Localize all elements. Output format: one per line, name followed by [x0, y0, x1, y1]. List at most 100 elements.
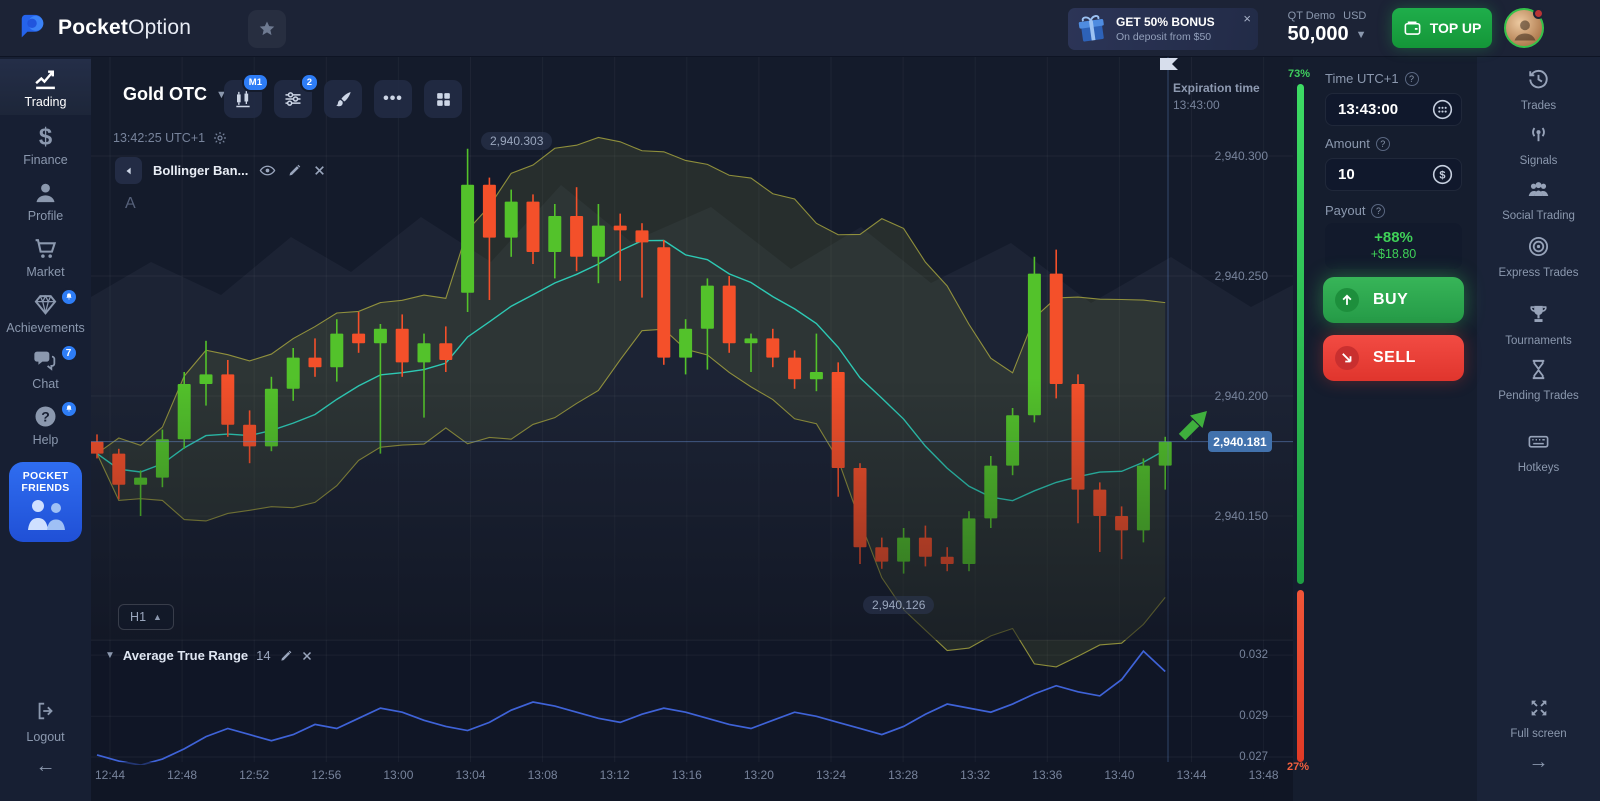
expiration-time: 13:43:00 — [1173, 98, 1220, 112]
time-picker-icon[interactable] — [1432, 99, 1453, 120]
pocket-friends-card[interactable]: POCKET FRIENDS — [9, 462, 82, 542]
rail-item-pending-trades[interactable]: Pending Trades — [1477, 358, 1600, 403]
gear-icon[interactable] — [213, 131, 227, 145]
rail-item-hotkeys[interactable]: Hotkeys — [1477, 430, 1600, 475]
asset-selector[interactable]: Gold OTC ▼ — [123, 84, 227, 104]
x-axis-tick: 13:08 — [527, 768, 558, 782]
x-axis-tick: 13:04 — [455, 768, 486, 782]
expiration-flag-icon — [1160, 58, 1178, 70]
trade-panel: Time UTC+1 ? 13:43:00 Amount ? 10 $ Payo… — [1310, 57, 1477, 801]
edit-indicator-button[interactable] — [287, 163, 302, 178]
collapse-indicator-icon[interactable]: ▼ — [105, 650, 115, 661]
amount-hint-icon[interactable]: ? — [1375, 136, 1390, 151]
more-tools-button[interactable]: ••• — [374, 80, 412, 118]
x-axis-tick: 12:52 — [239, 768, 270, 782]
rail-item-trades[interactable]: Trades — [1477, 68, 1600, 113]
time-hint-icon[interactable]: ? — [1404, 71, 1419, 86]
payout-label: Payout — [1325, 203, 1366, 218]
balance-amount: 50,000 — [1287, 23, 1349, 45]
low-marker: 2,940.126 — [863, 596, 935, 614]
star-icon — [259, 21, 275, 36]
atr-axis-tick: 0.032 — [1239, 649, 1268, 662]
y-axis-tick: 2,940.300 — [1214, 149, 1268, 163]
ellipsis-icon: ••• — [383, 90, 403, 107]
buy-button[interactable]: BUY — [1323, 277, 1464, 323]
sidebar-item-help[interactable]: ? Help — [0, 397, 91, 453]
bonus-banner[interactable]: GET 50% BONUS On deposit from $50 × — [1068, 8, 1258, 50]
amount-input[interactable]: 10 $ — [1325, 158, 1462, 191]
x-axis-tick: 13:36 — [1032, 768, 1063, 782]
indicators-count-badge: 2 — [299, 73, 319, 92]
timeframe-button[interactable]: H1 ▲ — [118, 604, 174, 630]
sidebar-item-achievements[interactable]: Achievements — [0, 285, 91, 341]
sidebar-item-label: Market — [26, 265, 65, 279]
indicators-button[interactable]: 2 — [274, 73, 319, 118]
arrow-up-icon — [1342, 294, 1352, 305]
chart-type-button[interactable]: M1 — [224, 73, 269, 118]
sidebar-item-label: Profile — [27, 209, 64, 223]
fullscreen-button[interactable]: Full screen — [1477, 697, 1600, 741]
currency-icon[interactable]: $ — [1432, 164, 1453, 185]
layout-button[interactable] — [424, 80, 462, 118]
annotation-label[interactable]: A — [125, 195, 136, 212]
rail-item-label: Signals — [1519, 155, 1558, 167]
chart-clock: 13:42:25 UTC+1 — [113, 131, 206, 145]
svg-text:$: $ — [1439, 170, 1445, 182]
drawing-tools-button[interactable] — [324, 80, 362, 118]
x-axis-tick: 13:28 — [888, 768, 919, 782]
bonus-close-icon[interactable]: × — [1243, 11, 1251, 26]
favorites-button[interactable] — [248, 10, 286, 48]
balance-selector[interactable]: QT Demo USD 50,000 ▼ — [1274, 6, 1380, 50]
top-up-button[interactable]: TOP UP — [1392, 8, 1492, 48]
close-icon — [315, 166, 325, 175]
rail-item-label: Hotkeys — [1517, 462, 1560, 474]
hourglass-icon — [1532, 359, 1545, 380]
collapse-left-arrow-icon[interactable]: ← — [35, 755, 56, 777]
time-axis — [91, 762, 1293, 801]
bell-icon — [65, 293, 72, 300]
close-icon — [302, 651, 311, 660]
indicator-collapse-button[interactable] — [115, 157, 142, 184]
sliders-icon — [285, 92, 301, 106]
rail-item-express-trades[interactable]: Express Trades — [1477, 235, 1600, 280]
eye-icon — [260, 165, 276, 176]
sidebar-item-market[interactable]: Market — [0, 229, 91, 285]
indicator-name: Bollinger Ban... — [153, 163, 249, 178]
sidebar-item-profile[interactable]: Profile — [0, 173, 91, 229]
x-axis-tick: 13:12 — [599, 768, 630, 782]
x-axis-tick: 13:16 — [671, 768, 702, 782]
edit-atr-button[interactable] — [279, 649, 293, 663]
y-axis-tick: 2,940.200 — [1214, 389, 1268, 403]
remove-atr-button[interactable] — [301, 650, 313, 662]
sell-button[interactable]: SELL — [1323, 335, 1464, 381]
pencil-icon — [289, 164, 301, 176]
rail-item-social-trading[interactable]: Social Trading — [1477, 178, 1600, 223]
rail-item-label: Social Trading — [1502, 210, 1575, 222]
price-chart-area[interactable]: Gold OTC ▼ M1 2 ••• 13:42:25 UTC+1 — [91, 57, 1293, 801]
expand-right-arrow-icon[interactable]: → — [1528, 751, 1549, 773]
x-axis-tick: 12:56 — [311, 768, 342, 782]
sidebar-item-label: Trading — [24, 95, 67, 109]
bonus-title: GET 50% BONUS — [1116, 15, 1215, 29]
right-sidebar: Full screen → Trades Signals Social Tradin… — [1477, 57, 1600, 801]
sidebar-item-finance[interactable]: $ Finance — [0, 117, 91, 173]
sidebar-item-chat[interactable]: 7 Chat — [0, 341, 91, 397]
expiration-time-input[interactable]: 13:43:00 — [1325, 93, 1462, 126]
x-axis-tick: 13:00 — [383, 768, 414, 782]
avatar[interactable] — [1504, 8, 1544, 48]
visibility-toggle[interactable] — [259, 162, 276, 179]
rail-item-signals[interactable]: Signals — [1477, 123, 1600, 168]
person-photo-icon — [1514, 20, 1536, 41]
notification-bell-badge — [59, 400, 78, 418]
brand-logo[interactable]: PocketOption — [18, 13, 191, 43]
remove-indicator-button[interactable] — [313, 164, 326, 177]
atr-title: Average True Range — [122, 648, 249, 663]
time-label: Time UTC+1 — [1325, 71, 1399, 86]
sidebar-item-label: Achievements — [6, 321, 85, 335]
pencil-icon — [280, 650, 291, 661]
sidebar-item-logout[interactable]: Logout — [0, 700, 91, 744]
payout-hint-icon[interactable]: ? — [1371, 203, 1386, 218]
svg-text:$: $ — [39, 124, 52, 149]
sidebar-item-trading[interactable]: Trading — [0, 59, 91, 115]
rail-item-tournaments[interactable]: Tournaments — [1477, 303, 1600, 348]
